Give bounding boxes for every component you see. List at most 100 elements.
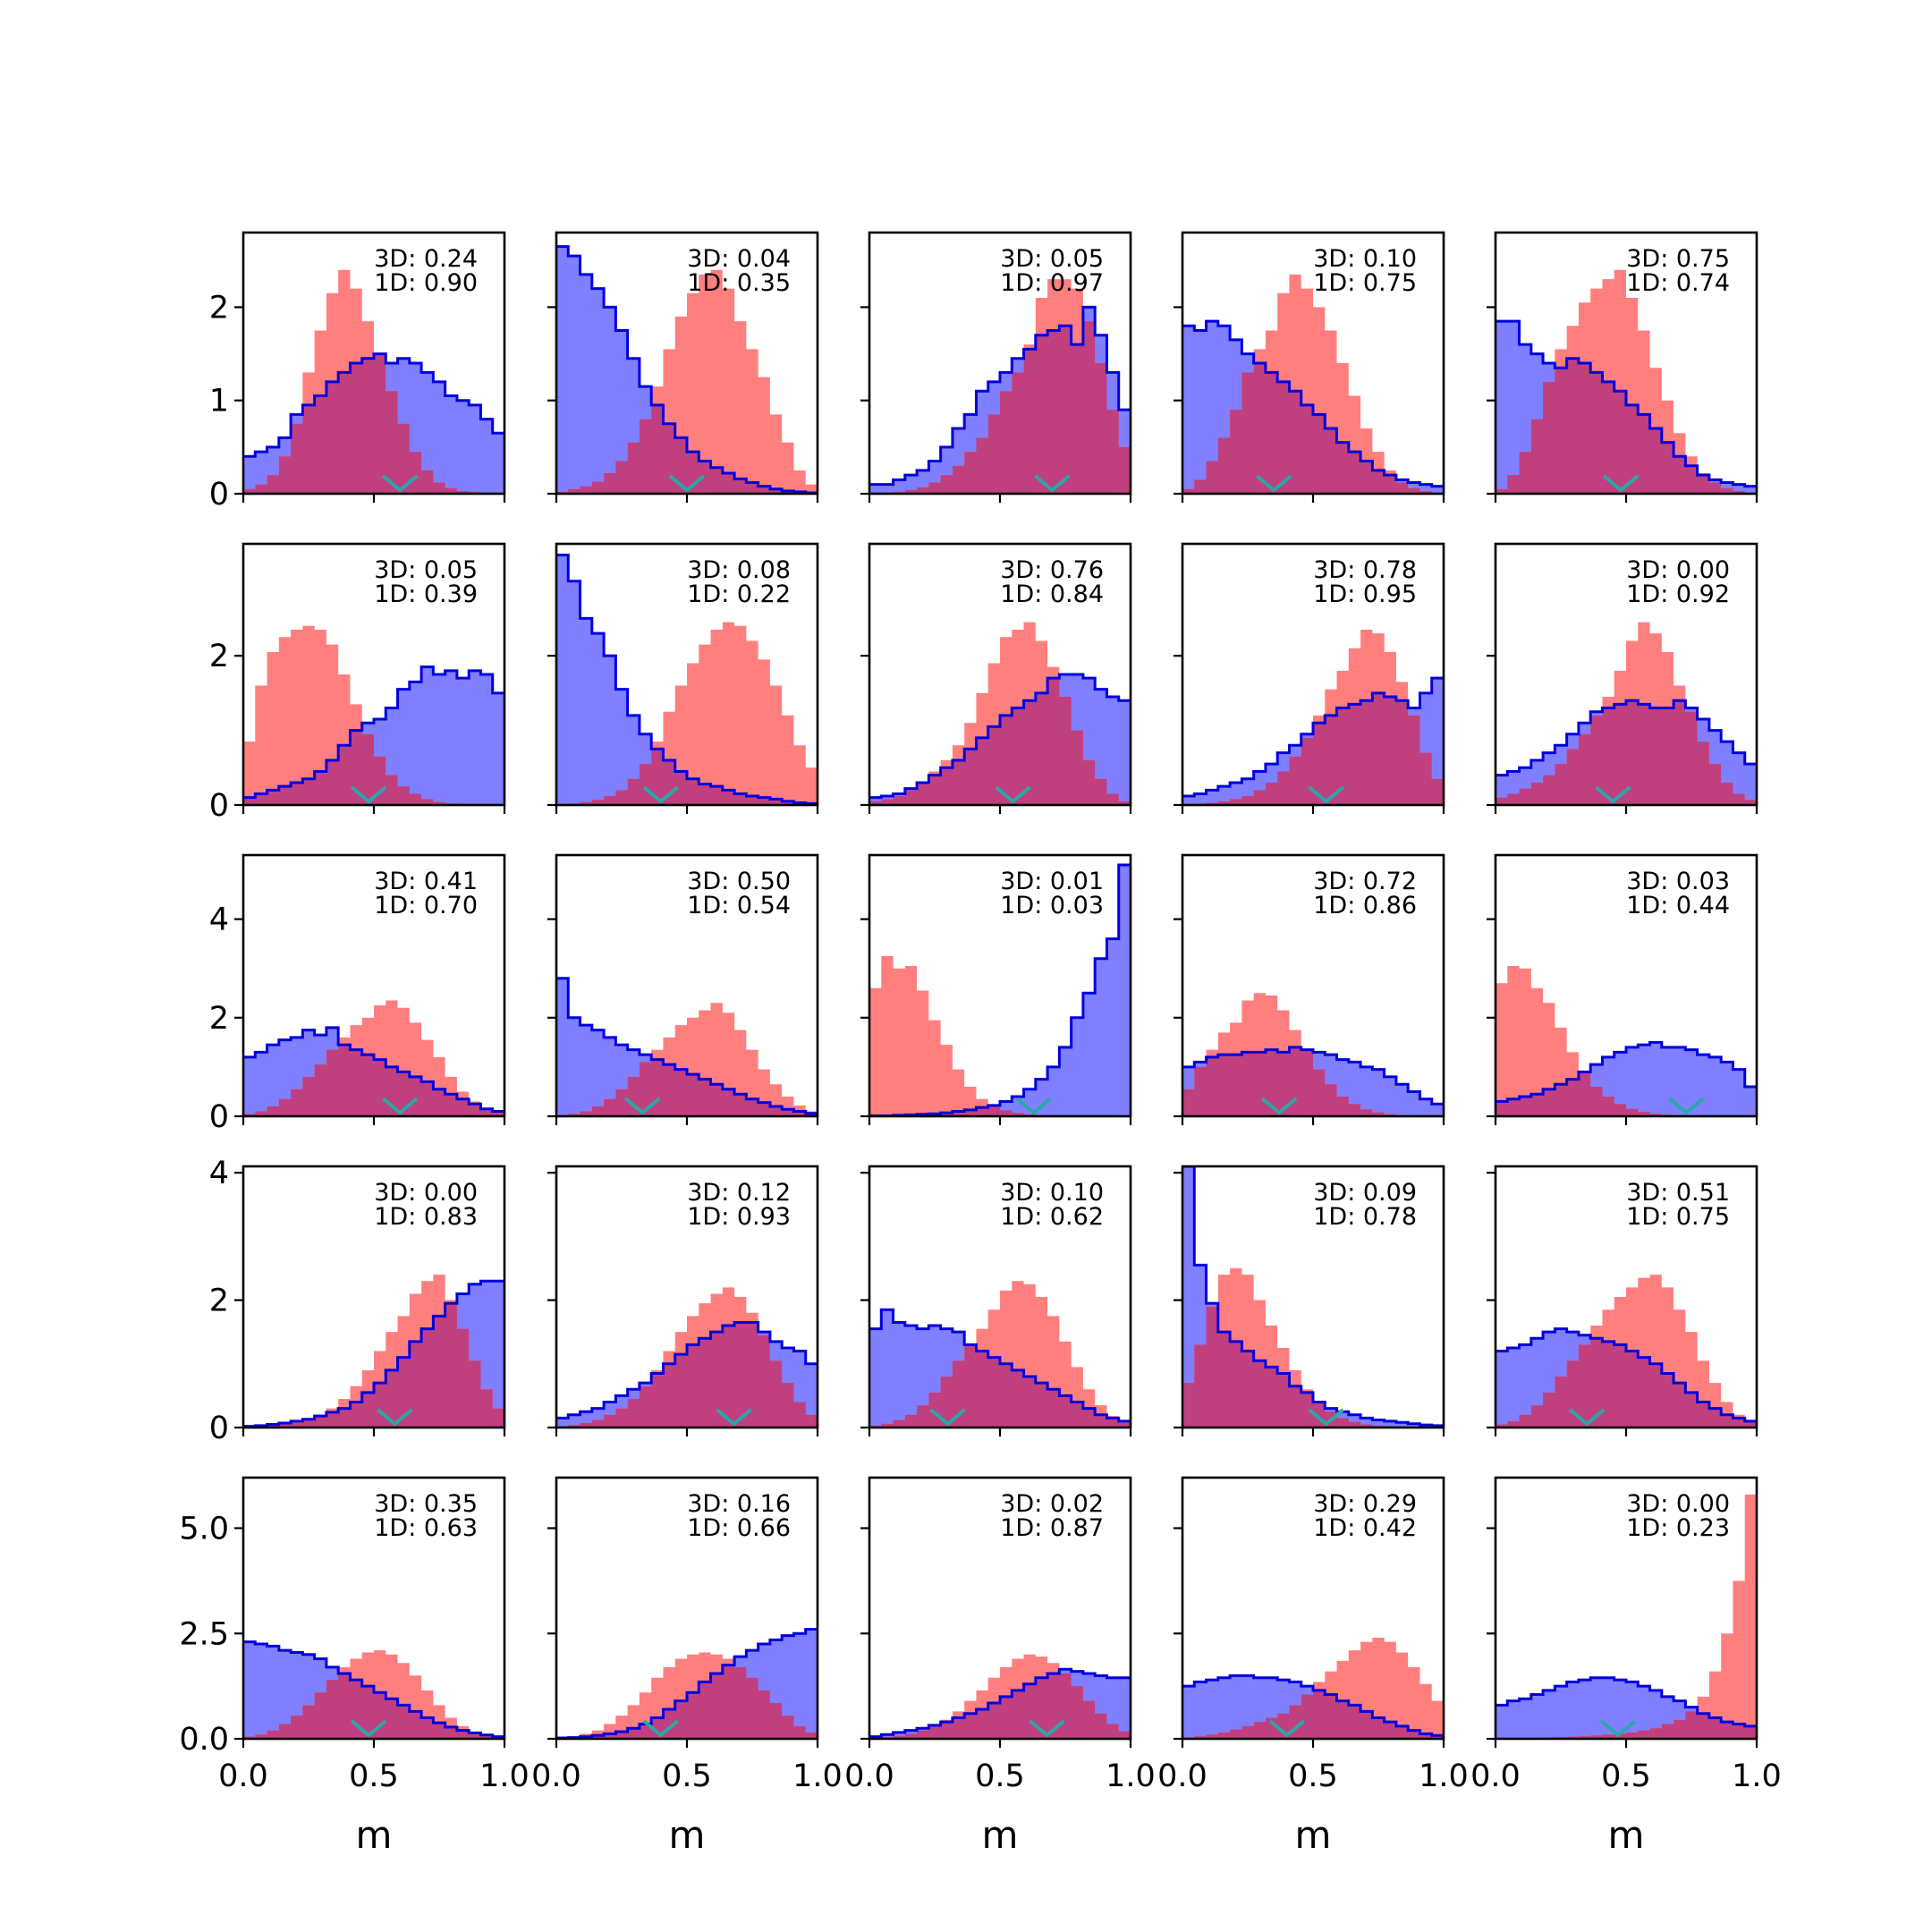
annotation-3d: 3D: 0.00: [1626, 556, 1730, 584]
annotation-1d: 1D: 0.86: [1313, 892, 1417, 919]
y-tick-label: 1: [209, 384, 229, 419]
plot-area: [1496, 269, 1757, 494]
blue-histogram-line: [869, 305, 1131, 487]
x-tick-label: 0.0: [1157, 1758, 1208, 1794]
annotation-3d: 3D: 0.08: [687, 556, 791, 584]
annotation-1d: 1D: 0.54: [687, 892, 791, 919]
overlap-histogram-fill: [869, 1344, 1131, 1428]
annotation-1d: 1D: 0.44: [1626, 892, 1730, 919]
annotation-3d: 3D: 0.35: [374, 1490, 478, 1518]
plot-area: [556, 1287, 818, 1428]
mean-marker: [1034, 474, 1071, 493]
annotation-1d: 1D: 0.74: [1626, 269, 1730, 297]
annotation-1d: 1D: 0.97: [1000, 269, 1104, 297]
mean-marker: [668, 474, 706, 493]
mean-marker: [642, 785, 680, 804]
annotation-3d: 3D: 0.10: [1000, 1179, 1104, 1207]
annotation-1d: 1D: 0.90: [374, 269, 478, 297]
blue-histogram-line: [1182, 1046, 1444, 1106]
red-histogram-fill: [869, 955, 1131, 1116]
plot-area: [1496, 965, 1757, 1116]
x-axis-label: m: [1295, 1813, 1332, 1857]
blue-histogram-line: [556, 554, 818, 805]
annotation-1d: 1D: 0.22: [687, 580, 791, 608]
red-histogram-fill: [243, 625, 504, 805]
blue-histogram-line: [1182, 1674, 1444, 1737]
overlap-histogram-fill: [869, 1674, 1131, 1739]
y-tick-label: 4: [209, 902, 229, 938]
red-histogram-fill: [556, 1003, 818, 1116]
overlap-histogram-fill: [1182, 1690, 1444, 1739]
x-tick-label: 0.5: [349, 1758, 399, 1794]
blue-histogram-line: [1496, 1327, 1757, 1423]
annotation-1d: 1D: 0.39: [374, 580, 478, 608]
annotation-1d: 1D: 0.92: [1626, 580, 1730, 608]
y-tick-label: 0: [209, 477, 229, 513]
annotation-1d: 1D: 0.70: [374, 892, 478, 919]
y-tick-label: 2: [209, 639, 229, 674]
annotation-1d: 1D: 0.93: [687, 1203, 791, 1231]
overlap-histogram-fill: [1496, 1338, 1757, 1428]
overlap-histogram-fill: [1182, 1306, 1444, 1428]
mean-marker: [1260, 1097, 1298, 1115]
blue-histogram-fill: [869, 865, 1131, 1116]
mean-marker: [1602, 474, 1640, 493]
x-tick-label: 1.0: [1732, 1758, 1782, 1794]
annotation-1d: 1D: 0.78: [1313, 1203, 1417, 1231]
mean-marker: [381, 1097, 419, 1115]
x-tick-label: 0.5: [975, 1758, 1025, 1794]
plot-area: [556, 554, 818, 805]
plot-area: [243, 625, 504, 805]
annotation-1d: 1D: 0.66: [687, 1514, 791, 1542]
blue-histogram-line: [556, 245, 818, 494]
plot-area: [556, 977, 818, 1116]
x-tick-label: 0.5: [662, 1758, 712, 1794]
mean-marker: [350, 1719, 387, 1738]
annotation-3d: 3D: 0.50: [687, 868, 791, 895]
annotation-3d: 3D: 0.05: [1000, 245, 1104, 273]
x-axis-label: m: [669, 1813, 706, 1857]
red-histogram-fill: [1496, 965, 1757, 1116]
annotation-3d: 3D: 0.05: [374, 556, 478, 584]
annotation-3d: 3D: 0.16: [687, 1490, 791, 1518]
y-tick-label: 2.5: [179, 1616, 229, 1652]
mean-marker: [1568, 1408, 1606, 1427]
blue-histogram-line: [556, 1320, 818, 1419]
mean-marker: [381, 474, 419, 493]
x-tick-label: 0.0: [531, 1758, 581, 1794]
blue-histogram-line: [1496, 319, 1757, 488]
blue-histogram-line: [869, 673, 1131, 800]
overlap-histogram-fill: [869, 678, 1131, 805]
blue-histogram-fill: [556, 978, 818, 1116]
y-tick-label: 2: [209, 1001, 229, 1037]
blue-histogram-line: [1182, 1166, 1444, 1428]
overlap-histogram-fill: [243, 1303, 504, 1428]
y-tick-label: 0.0: [179, 1722, 229, 1758]
x-tick-label: 0.5: [1288, 1758, 1338, 1794]
x-tick-label: 0.0: [844, 1758, 894, 1794]
plot-area: [243, 1275, 504, 1428]
mean-marker: [377, 1408, 413, 1427]
annotation-3d: 3D: 0.02: [1000, 1490, 1104, 1518]
plot-area: [243, 1000, 504, 1116]
annotation-1d: 1D: 0.03: [1000, 892, 1104, 919]
plot-area: [556, 1628, 818, 1739]
blue-histogram-line: [869, 1667, 1131, 1739]
red-histogram-fill: [869, 1281, 1131, 1428]
red-histogram-fill: [1496, 1494, 1757, 1739]
overlap-histogram-fill: [1182, 1046, 1444, 1116]
x-tick-label: 0.0: [218, 1758, 268, 1794]
